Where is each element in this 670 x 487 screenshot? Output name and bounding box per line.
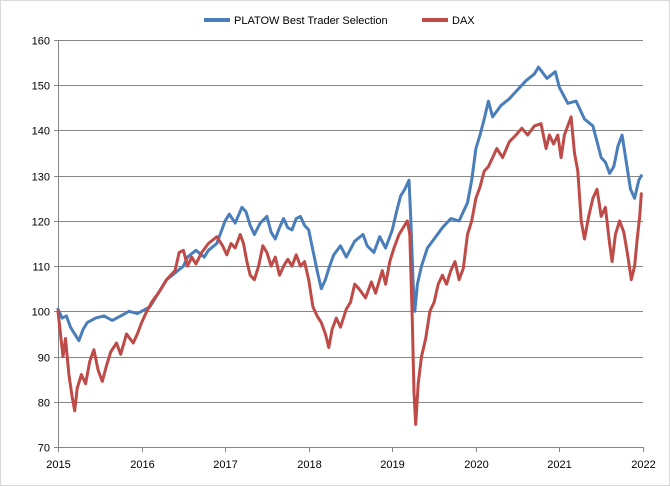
y-tick-label: 100 <box>32 307 50 319</box>
y-tick-label: 140 <box>32 126 50 138</box>
legend: PLATOW Best Trader Selection DAX <box>204 15 475 27</box>
series-line-dax <box>56 115 643 426</box>
x-tick-label: 2016 <box>130 459 154 471</box>
axes: 70 80 90 100 110 120 130 140 150 160 2015 2016 2017 2… <box>32 36 656 472</box>
x-tick-label: 2017 <box>213 459 237 471</box>
x-tick-label: 2015 <box>46 459 70 471</box>
y-tick-label: 150 <box>32 81 50 93</box>
x-tick-label: 2019 <box>380 459 404 471</box>
y-tick-label: 90 <box>38 353 50 365</box>
y-tick-label: 70 <box>38 443 50 455</box>
gridlines <box>58 40 643 448</box>
y-tick-label: 130 <box>32 172 50 184</box>
x-tick-label: 2020 <box>464 459 488 471</box>
y-tick-label: 80 <box>38 398 50 410</box>
y-tick-label: 110 <box>32 262 50 274</box>
x-tick-label: 2018 <box>297 459 321 471</box>
series-lines <box>56 65 643 426</box>
y-tick-label: 120 <box>32 217 50 229</box>
y-tick-label: 160 <box>32 36 50 48</box>
legend-label-platow: PLATOW Best Trader Selection <box>234 15 388 27</box>
x-tick-label: 2021 <box>547 459 571 471</box>
x-tick-label: 2022 <box>631 459 655 471</box>
legend-label-dax: DAX <box>452 15 475 27</box>
